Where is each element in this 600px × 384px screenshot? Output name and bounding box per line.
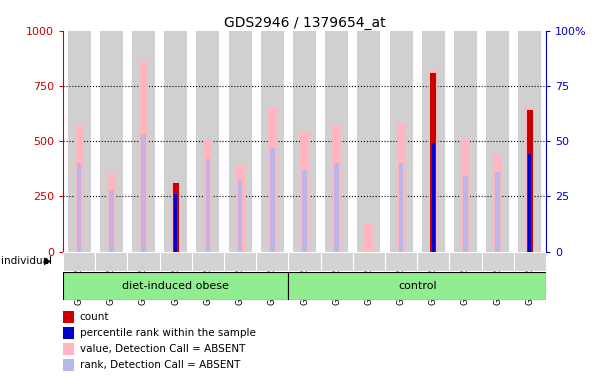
- Bar: [332, 126, 341, 252]
- Text: ▶: ▶: [44, 256, 52, 266]
- Bar: [109, 190, 113, 252]
- Bar: [160, 252, 192, 271]
- Bar: [229, 31, 251, 252]
- Bar: [302, 170, 307, 252]
- Bar: [63, 252, 95, 271]
- Bar: [192, 252, 224, 271]
- Bar: [334, 163, 339, 252]
- Bar: [325, 31, 348, 252]
- Bar: [518, 31, 541, 252]
- Text: rank, Detection Call = ABSENT: rank, Detection Call = ABSENT: [80, 360, 240, 370]
- Bar: [461, 140, 470, 252]
- Bar: [141, 134, 146, 252]
- Bar: [449, 252, 482, 271]
- Bar: [514, 252, 546, 271]
- Bar: [496, 172, 500, 252]
- Bar: [236, 166, 245, 252]
- Bar: [320, 252, 353, 271]
- Bar: [358, 31, 380, 252]
- Bar: [389, 31, 413, 252]
- Bar: [482, 252, 514, 271]
- Bar: [527, 110, 533, 252]
- Bar: [171, 183, 180, 252]
- Bar: [529, 154, 532, 252]
- Bar: [397, 124, 406, 252]
- Text: diet-induced obese: diet-induced obese: [122, 281, 229, 291]
- Bar: [430, 73, 436, 252]
- Bar: [385, 252, 417, 271]
- Text: control: control: [398, 281, 437, 291]
- Bar: [256, 252, 289, 271]
- Bar: [270, 148, 275, 252]
- Bar: [203, 139, 212, 252]
- Bar: [95, 252, 127, 271]
- Bar: [493, 154, 502, 252]
- Bar: [224, 252, 256, 271]
- Text: individual: individual: [1, 256, 52, 266]
- Bar: [206, 159, 210, 252]
- Bar: [107, 174, 116, 252]
- Bar: [364, 224, 373, 252]
- Text: percentile rank within the sample: percentile rank within the sample: [80, 328, 256, 338]
- Bar: [100, 31, 123, 252]
- Bar: [289, 252, 320, 271]
- Bar: [173, 183, 179, 252]
- Bar: [261, 31, 284, 252]
- Bar: [432, 143, 435, 252]
- Bar: [289, 272, 546, 300]
- Bar: [431, 143, 436, 252]
- Bar: [399, 163, 403, 252]
- Bar: [353, 252, 385, 271]
- Bar: [238, 179, 242, 252]
- Text: count: count: [80, 312, 109, 322]
- Title: GDS2946 / 1379654_at: GDS2946 / 1379654_at: [224, 16, 385, 30]
- Bar: [417, 252, 449, 271]
- Bar: [174, 194, 177, 252]
- Bar: [486, 31, 509, 252]
- Text: value, Detection Call = ABSENT: value, Detection Call = ABSENT: [80, 344, 245, 354]
- Bar: [300, 132, 309, 252]
- Bar: [74, 126, 83, 252]
- Bar: [63, 272, 289, 300]
- Bar: [526, 108, 535, 252]
- Bar: [127, 252, 160, 271]
- Bar: [139, 62, 148, 252]
- Bar: [77, 163, 82, 252]
- Bar: [164, 31, 187, 252]
- Bar: [196, 31, 220, 252]
- Bar: [268, 108, 277, 252]
- Bar: [422, 31, 445, 252]
- Bar: [68, 31, 91, 252]
- Bar: [429, 71, 438, 252]
- Bar: [527, 154, 532, 252]
- Bar: [463, 177, 468, 252]
- Bar: [293, 31, 316, 252]
- Bar: [132, 31, 155, 252]
- Bar: [454, 31, 477, 252]
